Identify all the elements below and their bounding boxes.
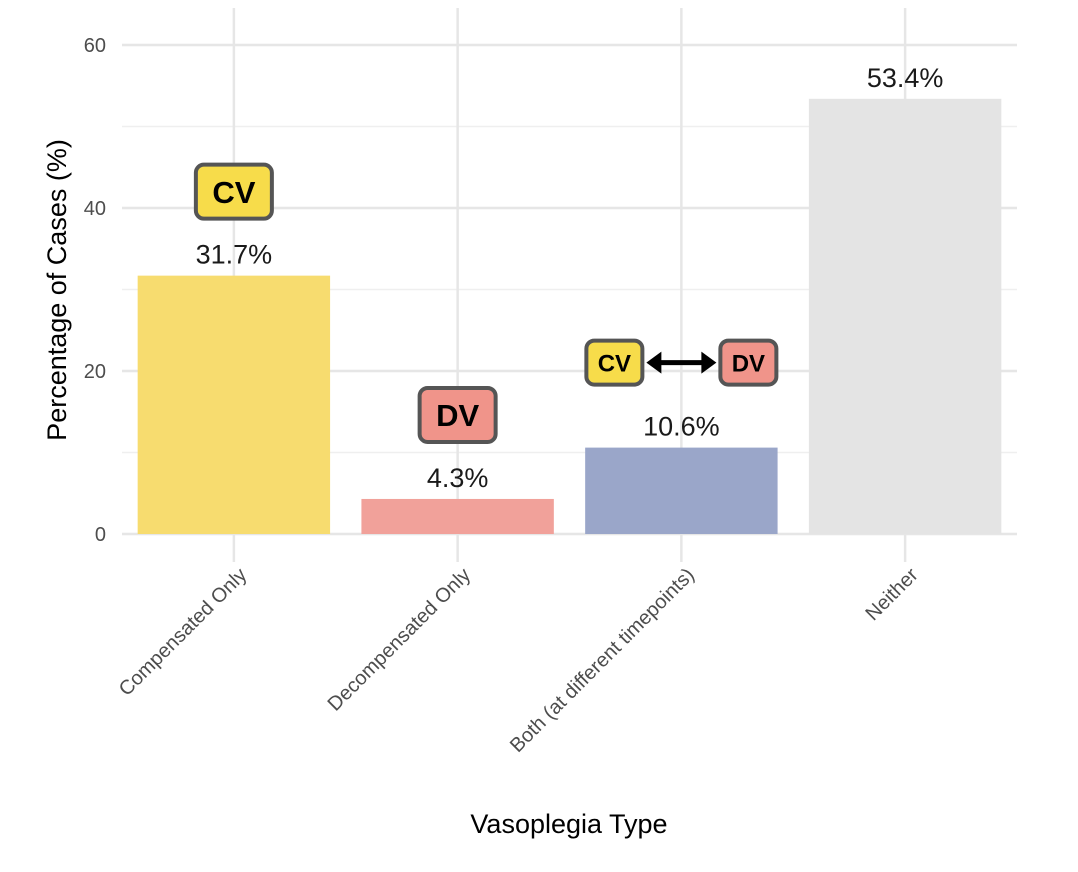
cv-badge-box [193, 162, 274, 221]
value-labels: 31.7% 4.3% 10.6% 53.4% [196, 63, 944, 493]
y-tick-label: 40 [84, 198, 106, 220]
dv-badge-label: DV [436, 398, 479, 433]
bar-both-at-different-timepoints [585, 447, 778, 534]
cv-badge-label: CV [598, 350, 631, 377]
y-tick-label: 60 [84, 35, 106, 57]
dv-badge-box [718, 338, 779, 387]
badge-annotations: CV DV CV DV [193, 162, 779, 444]
x-tick-label-neither: Neither [862, 564, 923, 625]
y-tick-labels: 0 20 40 60 [84, 35, 106, 546]
bars [137, 98, 1002, 534]
value-label-both-at-different-timepoints: 10.6% [643, 412, 720, 442]
cv-badge-label: CV [212, 175, 255, 210]
dv-badge-box [417, 385, 498, 444]
bar-decompensated-only [361, 498, 554, 534]
bar-neither [808, 98, 1002, 534]
value-label-neither: 53.4% [867, 63, 944, 93]
value-label-decompensated-only: 4.3% [427, 463, 489, 493]
dv-badge-label: DV [732, 350, 765, 377]
dv-badge: DV [718, 338, 779, 387]
double-arrow-right-head [701, 351, 717, 374]
value-label-compensated-only: 31.7% [196, 240, 273, 270]
dv-badge: DV [417, 385, 498, 444]
cv-badge: CV [584, 338, 645, 387]
x-axis-title: Vasoplegia Type [470, 809, 667, 839]
y-tick-label: 20 [84, 361, 106, 383]
cv-badge-box [584, 338, 645, 387]
double-arrow-icon [646, 351, 717, 374]
x-tick-label-compensated-only: Compensated Only [115, 564, 252, 701]
double-arrow-left-head [646, 351, 662, 374]
x-tick-labels: Compensated Only Decompensated Only Both (… [115, 564, 923, 757]
y-tick-label: 0 [95, 524, 106, 546]
bar-compensated-only [137, 275, 331, 534]
x-tick-label-decompensated-only: Decompensated Only [324, 564, 476, 716]
cv-badge: CV [193, 162, 274, 221]
y-axis-title: Percentage of Cases (%) [42, 139, 72, 441]
x-tick-label-both-at-different-timepoints: Both (at different timepoints) [506, 564, 699, 757]
